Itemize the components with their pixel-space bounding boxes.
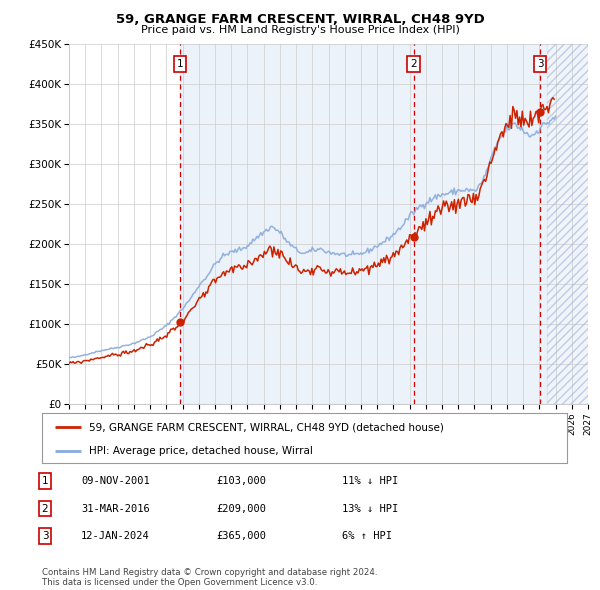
Text: £365,000: £365,000 bbox=[216, 532, 266, 541]
Text: 13% ↓ HPI: 13% ↓ HPI bbox=[342, 504, 398, 513]
Text: HPI: Average price, detached house, Wirral: HPI: Average price, detached house, Wirr… bbox=[89, 445, 313, 455]
Text: 59, GRANGE FARM CRESCENT, WIRRAL, CH48 9YD (detached house): 59, GRANGE FARM CRESCENT, WIRRAL, CH48 9… bbox=[89, 422, 444, 432]
Text: 1: 1 bbox=[41, 476, 49, 486]
Text: 2: 2 bbox=[410, 59, 417, 69]
Text: 11% ↓ HPI: 11% ↓ HPI bbox=[342, 476, 398, 486]
Text: 09-NOV-2001: 09-NOV-2001 bbox=[81, 476, 150, 486]
Text: 6% ↑ HPI: 6% ↑ HPI bbox=[342, 532, 392, 541]
Text: 1: 1 bbox=[177, 59, 184, 69]
Bar bbox=[547, 44, 588, 404]
Text: £209,000: £209,000 bbox=[216, 504, 266, 513]
Text: 3: 3 bbox=[41, 532, 49, 541]
Text: 2: 2 bbox=[41, 504, 49, 513]
Text: 31-MAR-2016: 31-MAR-2016 bbox=[81, 504, 150, 513]
Text: Price paid vs. HM Land Registry's House Price Index (HPI): Price paid vs. HM Land Registry's House … bbox=[140, 25, 460, 35]
Bar bbox=[180, 44, 547, 404]
Bar bbox=[547, 44, 588, 404]
Text: £103,000: £103,000 bbox=[216, 476, 266, 486]
Text: 12-JAN-2024: 12-JAN-2024 bbox=[81, 532, 150, 541]
Text: Contains HM Land Registry data © Crown copyright and database right 2024.
This d: Contains HM Land Registry data © Crown c… bbox=[42, 568, 377, 587]
Text: 59, GRANGE FARM CRESCENT, WIRRAL, CH48 9YD: 59, GRANGE FARM CRESCENT, WIRRAL, CH48 9… bbox=[116, 13, 484, 26]
Text: 3: 3 bbox=[536, 59, 544, 69]
